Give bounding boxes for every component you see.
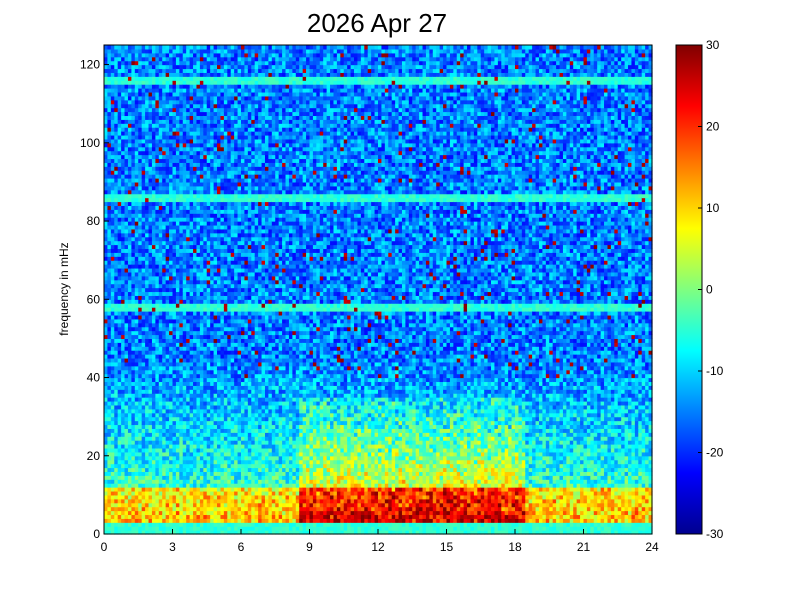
- colorbar-ticks: -30 -20 -10 0 10 20 30: [698, 38, 724, 541]
- y-tick-label: 100: [80, 136, 100, 150]
- y-tick-label: 40: [87, 371, 101, 385]
- x-tick-label: 0: [101, 540, 108, 554]
- heatmap-cells: [104, 45, 653, 535]
- y-axis-label: frequency in mHz: [57, 242, 71, 335]
- y-axis: 0 20 40 60 80 100 120: [80, 58, 109, 541]
- colorbar-tick-label: 20: [706, 120, 720, 134]
- x-tick-label: 6: [238, 540, 245, 554]
- x-tick-label: 9: [306, 540, 313, 554]
- colorbar-tick-label: -30: [706, 527, 724, 541]
- x-tick-label: 12: [371, 540, 385, 554]
- x-tick-label: 24: [645, 540, 659, 554]
- x-axis: 0 3 6 9 12 15 18 21 24: [101, 529, 659, 554]
- colorbar-tick-label: 30: [706, 38, 720, 52]
- colorbar: [675, 44, 703, 535]
- colorbar-tick-label: 0: [706, 283, 713, 297]
- y-tick-label: 80: [87, 214, 101, 228]
- colorbar-tick-label: -20: [706, 446, 724, 460]
- chart-title: 2026 Apr 27: [307, 8, 447, 38]
- x-tick-label: 18: [508, 540, 522, 554]
- x-tick-label: 21: [577, 540, 591, 554]
- y-tick-label: 120: [80, 58, 100, 72]
- y-tick-label: 60: [87, 292, 101, 306]
- colorbar-tick-label: -10: [706, 364, 724, 378]
- x-tick-label: 15: [440, 540, 454, 554]
- colorbar-tick-label: 10: [706, 201, 720, 215]
- y-tick-label: 0: [93, 527, 100, 541]
- y-tick-label: 20: [87, 449, 101, 463]
- x-tick-label: 3: [169, 540, 176, 554]
